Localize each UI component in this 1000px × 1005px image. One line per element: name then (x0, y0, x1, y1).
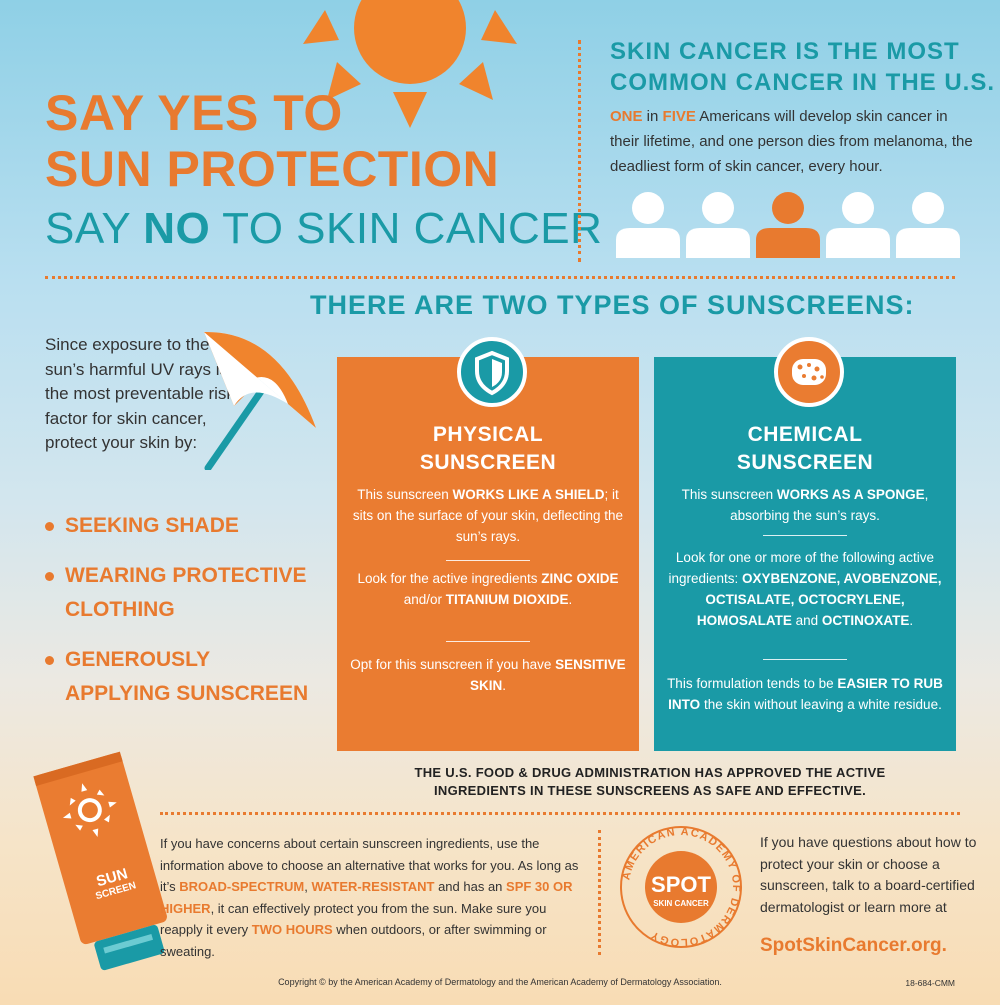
bullet-protective-clothing: WEARING PROTECTIVE CLOTHING (45, 559, 307, 627)
separator (446, 641, 530, 642)
questions-text: If you have questions about how to prote… (760, 834, 977, 915)
physical-recommendation: Opt for this sunscreen if you have SENSI… (350, 657, 626, 693)
umbrella-icon (204, 331, 316, 470)
divider-horizontal-bottom (160, 812, 960, 815)
ingredient-concerns-text: If you have concerns about certain sunsc… (160, 836, 579, 959)
bullet-dot (45, 572, 54, 581)
spot-skin-cancer-logo: AMERICAN ACADEMY OF DERMATOLOGY SPOT SKI… (620, 826, 742, 948)
chemical-ingredients: Look for one or more of the following ac… (668, 550, 942, 628)
headline: SAY YES TO SUN PROTECTION SAY NO TO SKIN… (45, 85, 602, 257)
bullet-applying-sunscreen: GENEROUSLY APPLYING SUNSCREEN (45, 643, 308, 711)
headline-say-no: SAY NO TO SKIN CANCER (45, 204, 603, 253)
chemical-sunscreen-card: CHEMICAL SUNSCREEN This sunscreen WORKS A… (654, 337, 956, 751)
shield-icon (457, 337, 527, 407)
document-code: 18-684-CMM (905, 978, 955, 988)
types-title: THERE ARE TWO TYPES OF SUNSCREENS: (310, 290, 915, 320)
sponge-icon (774, 337, 844, 407)
person-icon (616, 192, 680, 258)
copyright: Copyright © by the American Academy of D… (278, 977, 722, 987)
bullet-seeking-shade: SEEKING SHADE (45, 509, 239, 543)
bullet-dot (45, 522, 54, 531)
separator (763, 535, 847, 536)
svg-text:SPOT: SPOT (651, 872, 711, 897)
person-icon-highlighted (756, 192, 820, 258)
person-icon (826, 192, 890, 258)
bullet-dot (45, 656, 54, 665)
separator (446, 560, 530, 561)
physical-description: This sunscreen WORKS LIKE A SHIELD; it s… (352, 487, 624, 544)
headline-row-1: SAY YES TO (45, 85, 602, 141)
website-link[interactable]: SpotSkinCancer.org. (760, 935, 947, 956)
sun-icon (303, 0, 517, 128)
divider-horizontal-top (45, 276, 955, 279)
chemical-benefit: This formulation tends to be EASIER TO R… (667, 676, 943, 712)
divider-vertical-top (578, 40, 581, 262)
stat-title: SKIN CANCER IS THE MOST COMMON CANCER IN… (610, 38, 995, 96)
sunscreen-tube: SUN SCREEN (30, 748, 180, 978)
separator (763, 659, 847, 660)
divider-vertical-bottom (598, 830, 601, 955)
headline-say-yes: SAY YES TO (45, 85, 343, 141)
physical-title: PHYSICAL SUNSCREEN (419, 423, 557, 474)
stat-body: ONE in FIVE Americans will develop skin … (610, 108, 973, 175)
sunscreen-tube-icon (33, 751, 167, 971)
svg-text:SKIN CANCER: SKIN CANCER (653, 899, 709, 908)
person-icon (686, 192, 750, 258)
fda-statement: THE U.S. FOOD & DRUG ADMINISTRATION HAS … (414, 765, 886, 798)
person-icon (896, 192, 960, 258)
chemical-description: This sunscreen WORKS AS A SPONGE, absorb… (681, 487, 929, 523)
physical-sunscreen-card: PHYSICAL SUNSCREEN This sunscreen WORKS L… (337, 337, 639, 751)
headline-sun-protection: SUN PROTECTION (45, 141, 500, 197)
chemical-title: CHEMICAL SUNSCREEN (736, 423, 874, 474)
physical-ingredients: Look for the active ingredients ZINC OXI… (357, 571, 619, 607)
intro-text: Since exposure to the sun’s harmful UV r… (45, 335, 235, 452)
